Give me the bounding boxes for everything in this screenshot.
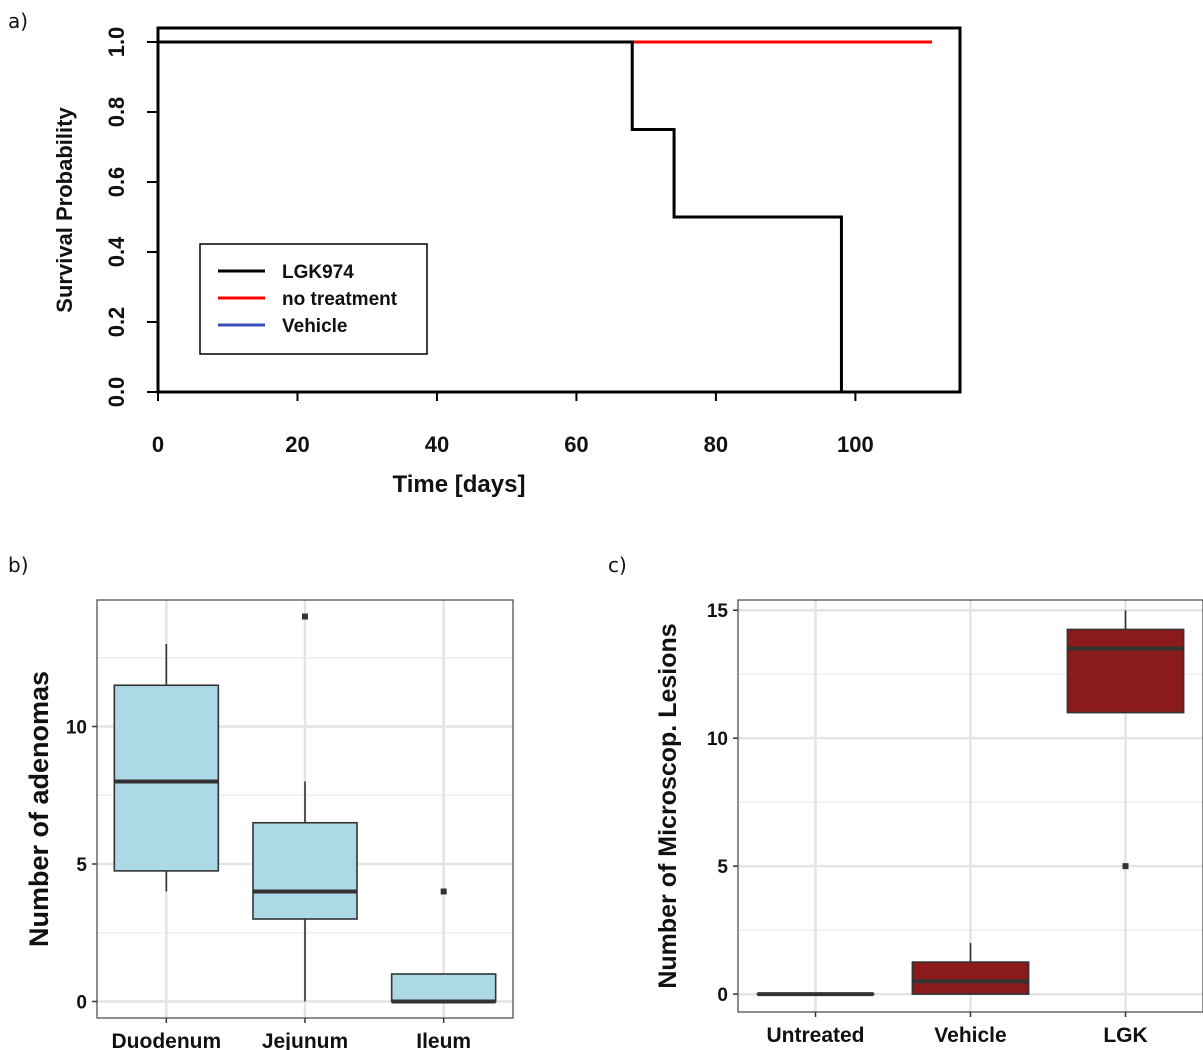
x-tick-label: 20: [285, 432, 309, 457]
y-axis-title: Survival Probability: [52, 107, 77, 313]
x-tick-label: 40: [425, 432, 449, 457]
x-tick-label: 60: [564, 432, 588, 457]
panel-label-c: c): [608, 553, 627, 577]
box-iqr: [252, 821, 358, 920]
box-jejunum: [252, 613, 358, 1002]
outlier-point: [1122, 863, 1129, 870]
series-line-lgk974: [158, 40, 843, 392]
box-vehicle: [911, 942, 1030, 995]
survival-chart: 0 20 40 60 80 100 0.0 0.2 0.4 0.6 0.8 1.0 Time [days…: [52, 26, 962, 498]
y-axis-title: Number of adenomas: [24, 671, 54, 947]
y-tick-label: 0: [76, 993, 87, 1014]
legend: LGK974 no treatment Vehicle: [199, 243, 428, 355]
plot-frame: [156, 26, 962, 394]
y-tick-label: 15: [707, 601, 729, 622]
legend-label: Vehicle: [282, 316, 348, 337]
x-tick-label: Duodenum: [112, 1030, 222, 1050]
x-tick-label: Vehicle: [934, 1024, 1006, 1047]
y-axis-title: Number of Microscop. Lesions: [654, 623, 682, 988]
y-tick-label: 10: [707, 729, 728, 750]
box-ileum: [390, 888, 497, 1004]
box-lgk: [1066, 610, 1185, 870]
x-tick-label: Ileum: [416, 1030, 471, 1050]
y-tick-label: 1.0: [104, 27, 129, 58]
panel-label-b: b): [8, 553, 29, 577]
y-tick-label: 0.2: [104, 307, 129, 338]
y-tick-label: 5: [717, 857, 728, 878]
x-tick-label: Untreated: [766, 1024, 864, 1047]
box-iqr: [113, 684, 220, 872]
y-tick-label: 0.4: [104, 236, 129, 267]
box-iqr: [911, 961, 1030, 995]
outlier-point: [440, 888, 447, 895]
x-tick-label: LGK: [1103, 1024, 1147, 1047]
x-tick-label: 0: [152, 432, 164, 457]
x-tick-label: Jejunum: [262, 1030, 348, 1050]
lesion-boxplot: 0 5 10 15 Untreated Vehicle LGK Number of Micro…: [654, 599, 1203, 1047]
y-tick-label: 0: [717, 985, 728, 1006]
outlier-point: [302, 613, 308, 620]
y-tick-label: 0.0: [104, 377, 129, 408]
box-duodenum: [113, 644, 220, 892]
legend-label: no treatment: [282, 289, 398, 310]
y-tick-label: 10: [66, 718, 87, 739]
x-axis-title: Time [days]: [393, 471, 526, 498]
x-tick-label: 80: [704, 432, 728, 457]
y-tick-label: 0.6: [104, 167, 129, 198]
y-tick-label: 5: [76, 855, 87, 876]
box-iqr: [390, 973, 497, 1003]
panel-label-a: a): [8, 9, 28, 33]
box-iqr: [1066, 628, 1185, 714]
y-tick-label: 0.8: [104, 97, 129, 128]
x-tick-label: 100: [837, 432, 874, 457]
adenoma-boxplot: 0 5 10 Duodenum Jejunum Ileum Number of adenom…: [24, 599, 514, 1050]
legend-label: LGK974: [282, 262, 354, 283]
